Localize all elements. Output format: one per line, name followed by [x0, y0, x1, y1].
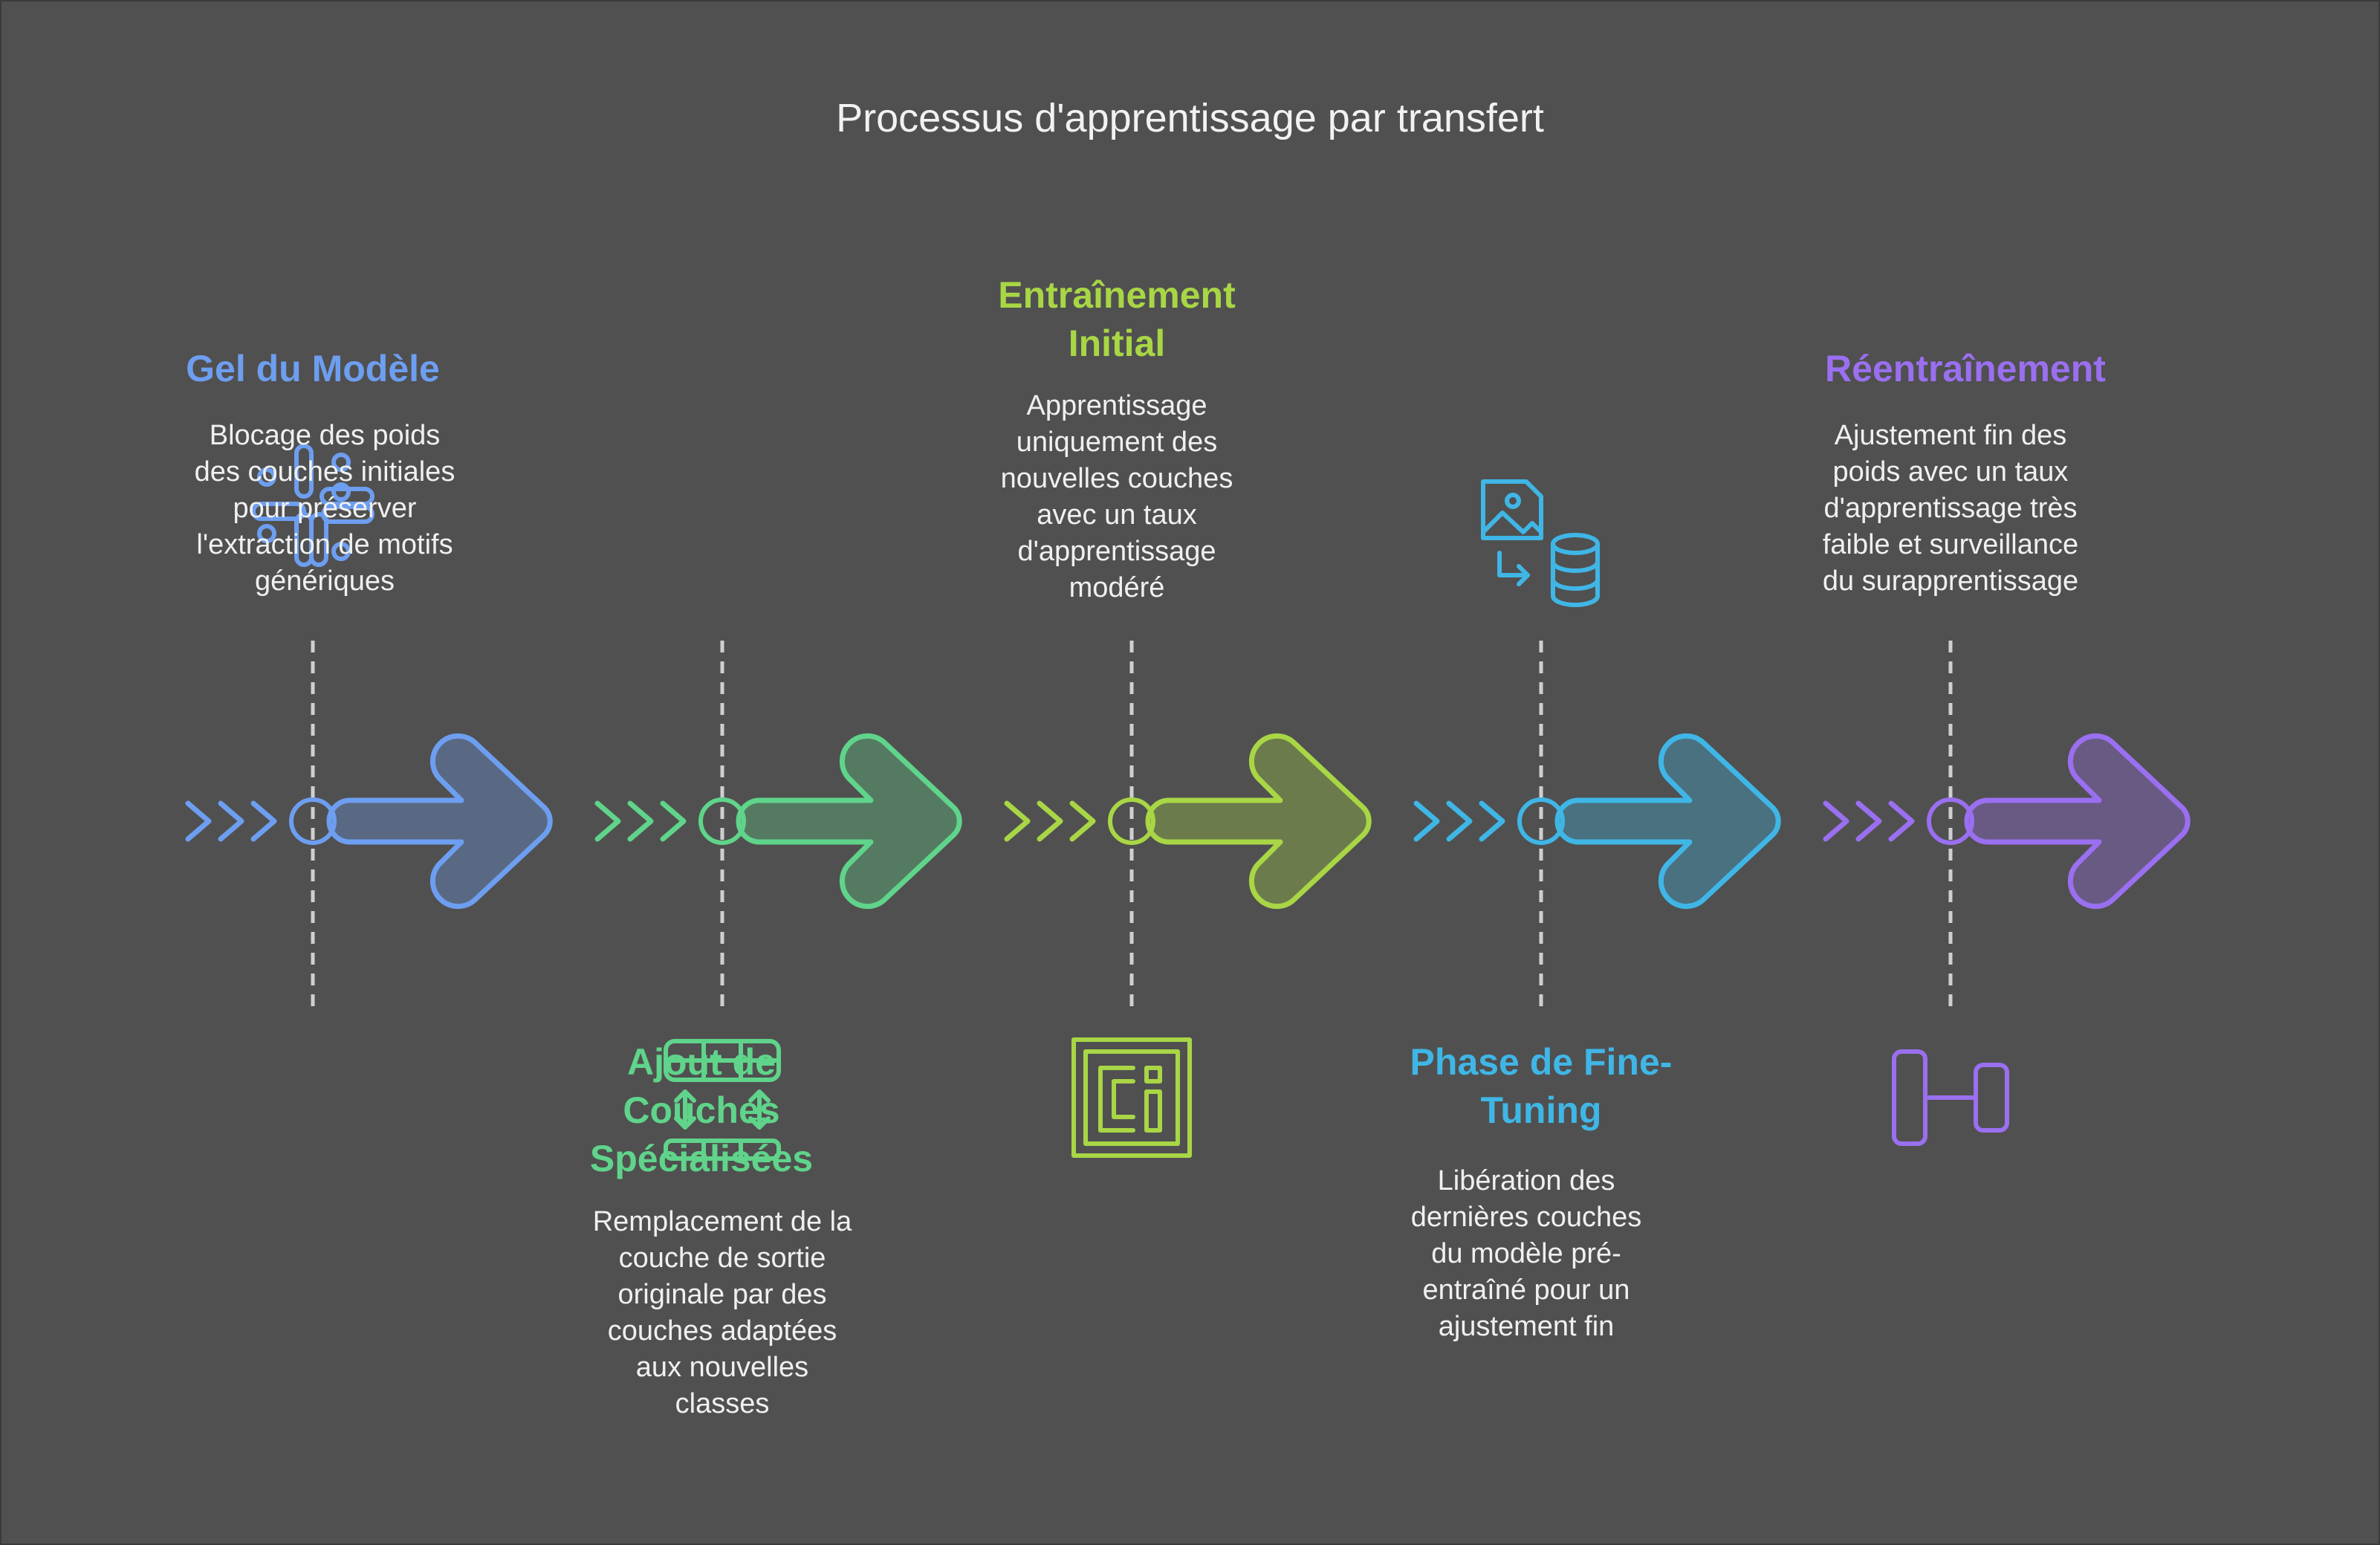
stage-4: [1413, 479, 1781, 1014]
stage-heading: Ajout de Couches Spécialisées: [508, 1038, 895, 1183]
timeline-node: [289, 797, 337, 845]
stage-description-line: aux nouvelles: [635, 1352, 809, 1383]
timeline-node: [1927, 797, 1974, 845]
stage-description: Apprentissage uniquement des nouvelles cou…: [957, 388, 1277, 606]
stage-description-line: génériques: [254, 566, 395, 597]
chevron-icon: [627, 800, 654, 842]
timeline-node: [1108, 797, 1155, 845]
stage-description-line: Apprentissage: [1026, 390, 1207, 421]
stage-description-line: pour préserver: [233, 493, 417, 524]
stage-description-line: poids avec un taux: [1832, 456, 2069, 488]
stage-3: [1004, 641, 1372, 1158]
stage-heading-line: Spécialisées: [589, 1138, 814, 1179]
timeline-node: [698, 797, 746, 845]
ci-badge-icon: [1071, 1037, 1192, 1158]
stage-description-line: entraîné pour un: [1422, 1274, 1630, 1306]
stage-heading-line: Entraînement: [998, 274, 1236, 316]
stage-arrow: [736, 733, 962, 910]
stage-description-line: du surapprentissage: [1822, 566, 2079, 597]
stage-description-line: avec un taux: [1037, 499, 1197, 531]
chevron-icon: [594, 800, 621, 842]
chevron-icon: [218, 800, 244, 842]
stage-heading-line: Gel du Modèle: [186, 348, 440, 389]
stage-description-line: modéré: [1069, 572, 1165, 603]
stage-heading-line: Initial: [1068, 323, 1166, 364]
chevron-icon: [1069, 800, 1096, 842]
stage-arrow: [1554, 733, 1781, 910]
stage-description-line: Blocage des poids: [209, 420, 441, 451]
chevron-icon: [1413, 800, 1440, 842]
stage-heading-line: Ajout de: [627, 1041, 776, 1083]
chevron-icon: [1823, 800, 1849, 842]
stage-description-line: Remplacement de la: [592, 1206, 852, 1237]
stage-1: [185, 444, 553, 1014]
stage-description-line: uniquement des: [1016, 427, 1218, 458]
stage-heading-line: Tuning: [1480, 1089, 1602, 1131]
diagram-title: Processus d'apprentissage par transfert: [836, 96, 1544, 140]
stage-description-line: nouvelles couches: [1000, 463, 1233, 494]
table-layers-icon: [664, 1039, 781, 1161]
stage-description: Libération des dernières couches du modèle…: [1366, 1163, 1686, 1345]
stage-description-line: du modèle pré-: [1431, 1238, 1621, 1269]
stage-description-line: d'apprentissage: [1017, 536, 1216, 567]
chevron-icon: [1888, 800, 1915, 842]
timeline-node: [1517, 797, 1565, 845]
dumbbell-icon: [1892, 1049, 2009, 1146]
chevron-icon: [1855, 800, 1882, 842]
stage-description-line: faible et surveillance: [1822, 529, 2079, 560]
chevron-icon: [185, 800, 212, 842]
stage-5: [1823, 641, 2191, 1146]
chevron-icon: [1037, 800, 1063, 842]
stage-description-line: couches adaptées: [607, 1315, 837, 1347]
chevron-icon: [250, 800, 277, 842]
image-to-database-icon: [1481, 479, 1600, 607]
stage-heading: Réentraînement: [1772, 345, 2159, 393]
stage-description: Blocage des poids des couches initiales po…: [165, 418, 484, 600]
process-stages: [185, 444, 2191, 1161]
stage-description-line: dernières couches: [1410, 1202, 1642, 1233]
stage-description-line: l'extraction de motifs: [196, 529, 453, 560]
stage-description-line: classes: [675, 1388, 770, 1419]
stage-description-line: ajustement fin: [1438, 1311, 1615, 1342]
stage-heading: Entraînement Initial: [924, 271, 1310, 368]
stage-description: Remplacement de la couche de sortie origin…: [562, 1204, 882, 1422]
slack-icon: [251, 444, 374, 567]
chevron-icon: [660, 800, 687, 842]
stage-arrow: [1964, 733, 2191, 910]
chevron-icon: [1004, 800, 1031, 842]
stage-description-line: d'apprentissage très: [1823, 493, 2078, 524]
stage-description: Ajustement fin des poids avec un taux d'ap…: [1791, 418, 2110, 600]
stage-2: [594, 641, 962, 1161]
stage-arrow: [1145, 733, 1372, 910]
chevron-icon: [1446, 800, 1473, 842]
stage-heading-line: Phase de Fine-: [1410, 1041, 1673, 1083]
stage-heading: Gel du Modèle: [120, 345, 506, 393]
stage-description-line: Ajustement fin des: [1834, 420, 2067, 451]
stage-heading: Phase de Fine- Tuning: [1348, 1038, 1734, 1135]
chevron-icon: [1479, 800, 1505, 842]
stage-arrow: [326, 733, 553, 910]
stage-heading-line: Couches: [623, 1089, 780, 1131]
stage-description-line: originale par des: [617, 1279, 827, 1310]
stage-description-line: couche de sortie: [618, 1243, 826, 1274]
stage-heading-line: Réentraînement: [1825, 348, 2106, 389]
stage-description-line: Libération des: [1437, 1165, 1615, 1196]
stage-description-line: des couches initiales: [194, 456, 455, 488]
